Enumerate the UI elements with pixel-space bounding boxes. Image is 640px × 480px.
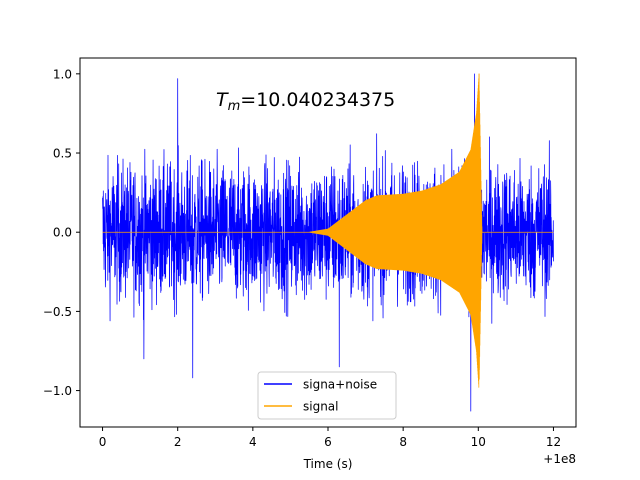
y-tick-label: −0.5 (43, 305, 72, 319)
legend-box (257, 371, 397, 420)
legend-label-signa-noise: signa+noise (303, 378, 377, 392)
x-axis-offset-label: +1e8 (543, 452, 576, 466)
x-tick-label: 6 (324, 435, 332, 449)
annotation-equals: = (240, 89, 256, 111)
y-tick-label: 0.0 (53, 226, 72, 240)
x-tick-label: 4 (249, 435, 257, 449)
annotation-prefix: T (216, 89, 229, 111)
plot-data (102, 73, 554, 412)
x-tick-label: 8 (399, 435, 407, 449)
y-axis-ticks: −1.0 −0.5 0.0 0.5 1.0 (43, 67, 80, 398)
y-tick-label: 0.5 (53, 147, 72, 161)
x-axis-ticks: 0 2 4 6 8 10 12 (99, 427, 561, 449)
x-tick-label: 2 (174, 435, 182, 449)
annotation-tm: Tm=10.040234375 (216, 89, 395, 114)
series-line-signal (102, 73, 554, 388)
legend-label-signal: signal (303, 400, 339, 414)
x-tick-label: 12 (546, 435, 561, 449)
x-tick-label: 0 (99, 435, 107, 449)
y-tick-label: −1.0 (43, 384, 72, 398)
y-tick-label: 1.0 (53, 67, 72, 81)
x-axis-label: Time (s) (303, 457, 353, 471)
annotation-subscript: m (228, 99, 241, 114)
legend: signa+noise signal (257, 371, 397, 420)
x-tick-label: 10 (471, 435, 486, 449)
annotation-value: 10.040234375 (256, 89, 395, 111)
